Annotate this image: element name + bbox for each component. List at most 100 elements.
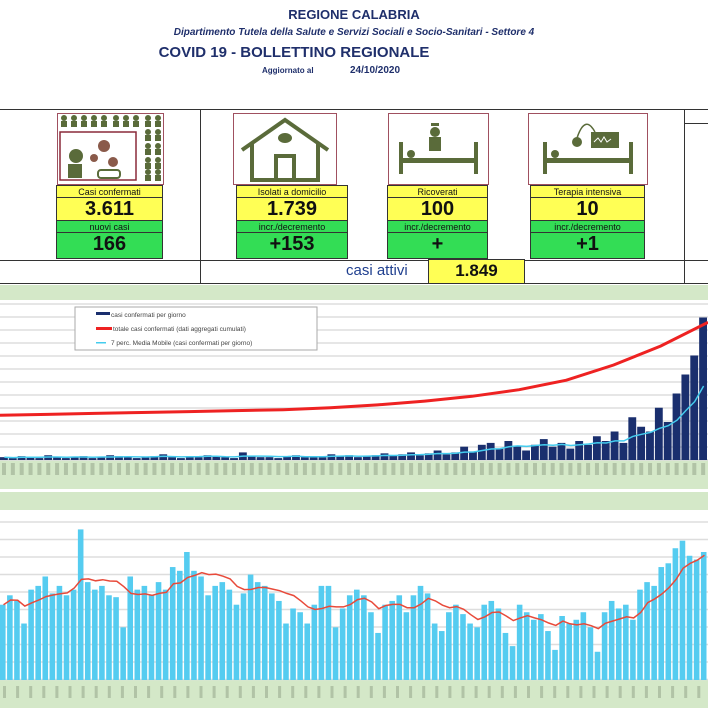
daily-bar <box>566 448 575 460</box>
x-tick-label <box>46 463 51 475</box>
card-delta: + <box>387 232 488 259</box>
x-tick-label <box>462 463 467 475</box>
x-tick-label <box>586 463 591 475</box>
x-tick-label <box>72 463 77 475</box>
daily-bar <box>380 453 389 460</box>
daily-bar <box>150 456 159 460</box>
x-tick-label <box>356 463 360 475</box>
daily-bar <box>233 604 240 680</box>
daily-bar <box>77 529 84 680</box>
daily-bar <box>658 567 665 680</box>
x-tick-label <box>369 686 373 698</box>
daily-bar <box>396 595 403 680</box>
hospital-bed-icon <box>388 113 489 185</box>
daily-bar <box>354 457 362 460</box>
daily-bar <box>84 582 91 680</box>
daily-bar <box>637 426 646 460</box>
x-tick-label <box>225 686 229 698</box>
legend-label: totale casi confermati (dati aggregati c… <box>113 326 246 333</box>
x-tick-label <box>10 463 15 475</box>
x-axis-band <box>0 680 708 708</box>
daily-bar <box>516 604 523 680</box>
x-tick-label <box>409 463 414 475</box>
daily-bar <box>610 431 619 460</box>
daily-bar <box>8 458 17 460</box>
daily-bar <box>127 576 134 680</box>
daily-bar <box>371 455 380 460</box>
x-tick-label <box>212 686 216 698</box>
daily-bar <box>21 623 27 680</box>
daily-bar <box>646 431 654 460</box>
x-tick-label <box>448 686 452 698</box>
people-virus-icon <box>57 113 164 185</box>
daily-bar <box>92 589 98 680</box>
x-tick-label <box>612 463 617 475</box>
x-tick-label <box>701 463 706 475</box>
active-cases-value: 1.849 <box>428 259 525 284</box>
daily-bar <box>97 457 106 460</box>
x-tick-label <box>238 686 242 698</box>
daily-bar <box>584 444 592 460</box>
x-tick-label <box>186 686 190 698</box>
legend-label: casi confermati per giorno <box>111 312 186 319</box>
x-tick-label <box>592 686 596 698</box>
updated-date: 24/10/2020 <box>350 65 401 76</box>
x-tick-label <box>28 463 33 475</box>
daily-bar <box>300 457 309 460</box>
daily-bar <box>240 593 247 680</box>
x-tick-label <box>223 463 228 475</box>
panel-divider <box>684 123 708 124</box>
x-tick-label <box>697 686 701 698</box>
daily-bar <box>681 374 690 460</box>
daily-bar <box>265 457 274 460</box>
x-tick-label <box>631 686 635 698</box>
x-tick-label <box>435 463 440 475</box>
x-tick-label <box>19 463 24 475</box>
x-tick-label <box>55 463 60 475</box>
daily-bar <box>580 612 587 680</box>
x-tick-label <box>249 463 254 475</box>
daily-bar <box>417 585 424 680</box>
x-tick-label <box>541 463 546 475</box>
daily-bar <box>502 632 509 680</box>
daily-bar <box>573 619 580 680</box>
daily-bar <box>477 444 486 460</box>
daily-bar <box>679 540 686 680</box>
daily-bar <box>162 589 169 680</box>
daily-bar <box>185 456 194 460</box>
daily-bar <box>134 589 141 680</box>
daily-bar <box>509 646 516 680</box>
x-tick-label <box>605 686 609 698</box>
daily-bar <box>433 450 442 460</box>
daily-bar <box>410 595 417 680</box>
x-tick-label <box>291 686 295 698</box>
daily-bar <box>693 559 700 680</box>
panel-divider <box>200 109 201 284</box>
x-tick-label <box>577 463 582 475</box>
daily-bar <box>141 585 148 680</box>
daily-bar <box>513 445 522 460</box>
x-tick-label <box>409 686 413 698</box>
x-tick-label <box>120 686 124 698</box>
daily-bar <box>14 600 20 680</box>
card-delta: +153 <box>236 232 348 259</box>
card-value: 1.739 <box>236 197 348 221</box>
daily-bar <box>261 585 268 680</box>
x-tick-label <box>692 463 697 475</box>
x-tick-label <box>540 686 544 698</box>
daily-bar <box>407 452 415 460</box>
daily-bar <box>332 627 339 680</box>
daily-bar <box>0 457 8 460</box>
daily-bar <box>398 454 407 460</box>
legend-swatch <box>96 327 112 330</box>
daily-bar <box>488 600 495 680</box>
panel-divider <box>684 109 685 284</box>
x-tick-label <box>630 463 635 475</box>
x-tick-label <box>90 463 95 475</box>
daily-bar <box>88 458 97 460</box>
x-tick-label <box>400 463 405 475</box>
x-tick-label <box>42 686 46 698</box>
x-tick-label <box>373 463 378 475</box>
x-tick-label <box>500 686 504 698</box>
x-tick-label <box>2 463 6 475</box>
